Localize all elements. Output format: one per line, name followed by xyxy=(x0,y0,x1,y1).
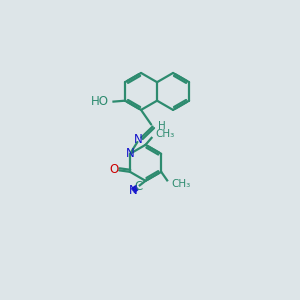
Text: O: O xyxy=(110,164,119,176)
Text: H: H xyxy=(158,121,165,131)
Text: C: C xyxy=(134,180,142,193)
Text: CH₃: CH₃ xyxy=(155,129,175,140)
Text: N: N xyxy=(134,134,143,146)
Text: HO: HO xyxy=(91,95,109,108)
Text: N: N xyxy=(126,147,134,160)
Text: CH₃: CH₃ xyxy=(171,179,190,189)
Text: N: N xyxy=(129,184,138,196)
